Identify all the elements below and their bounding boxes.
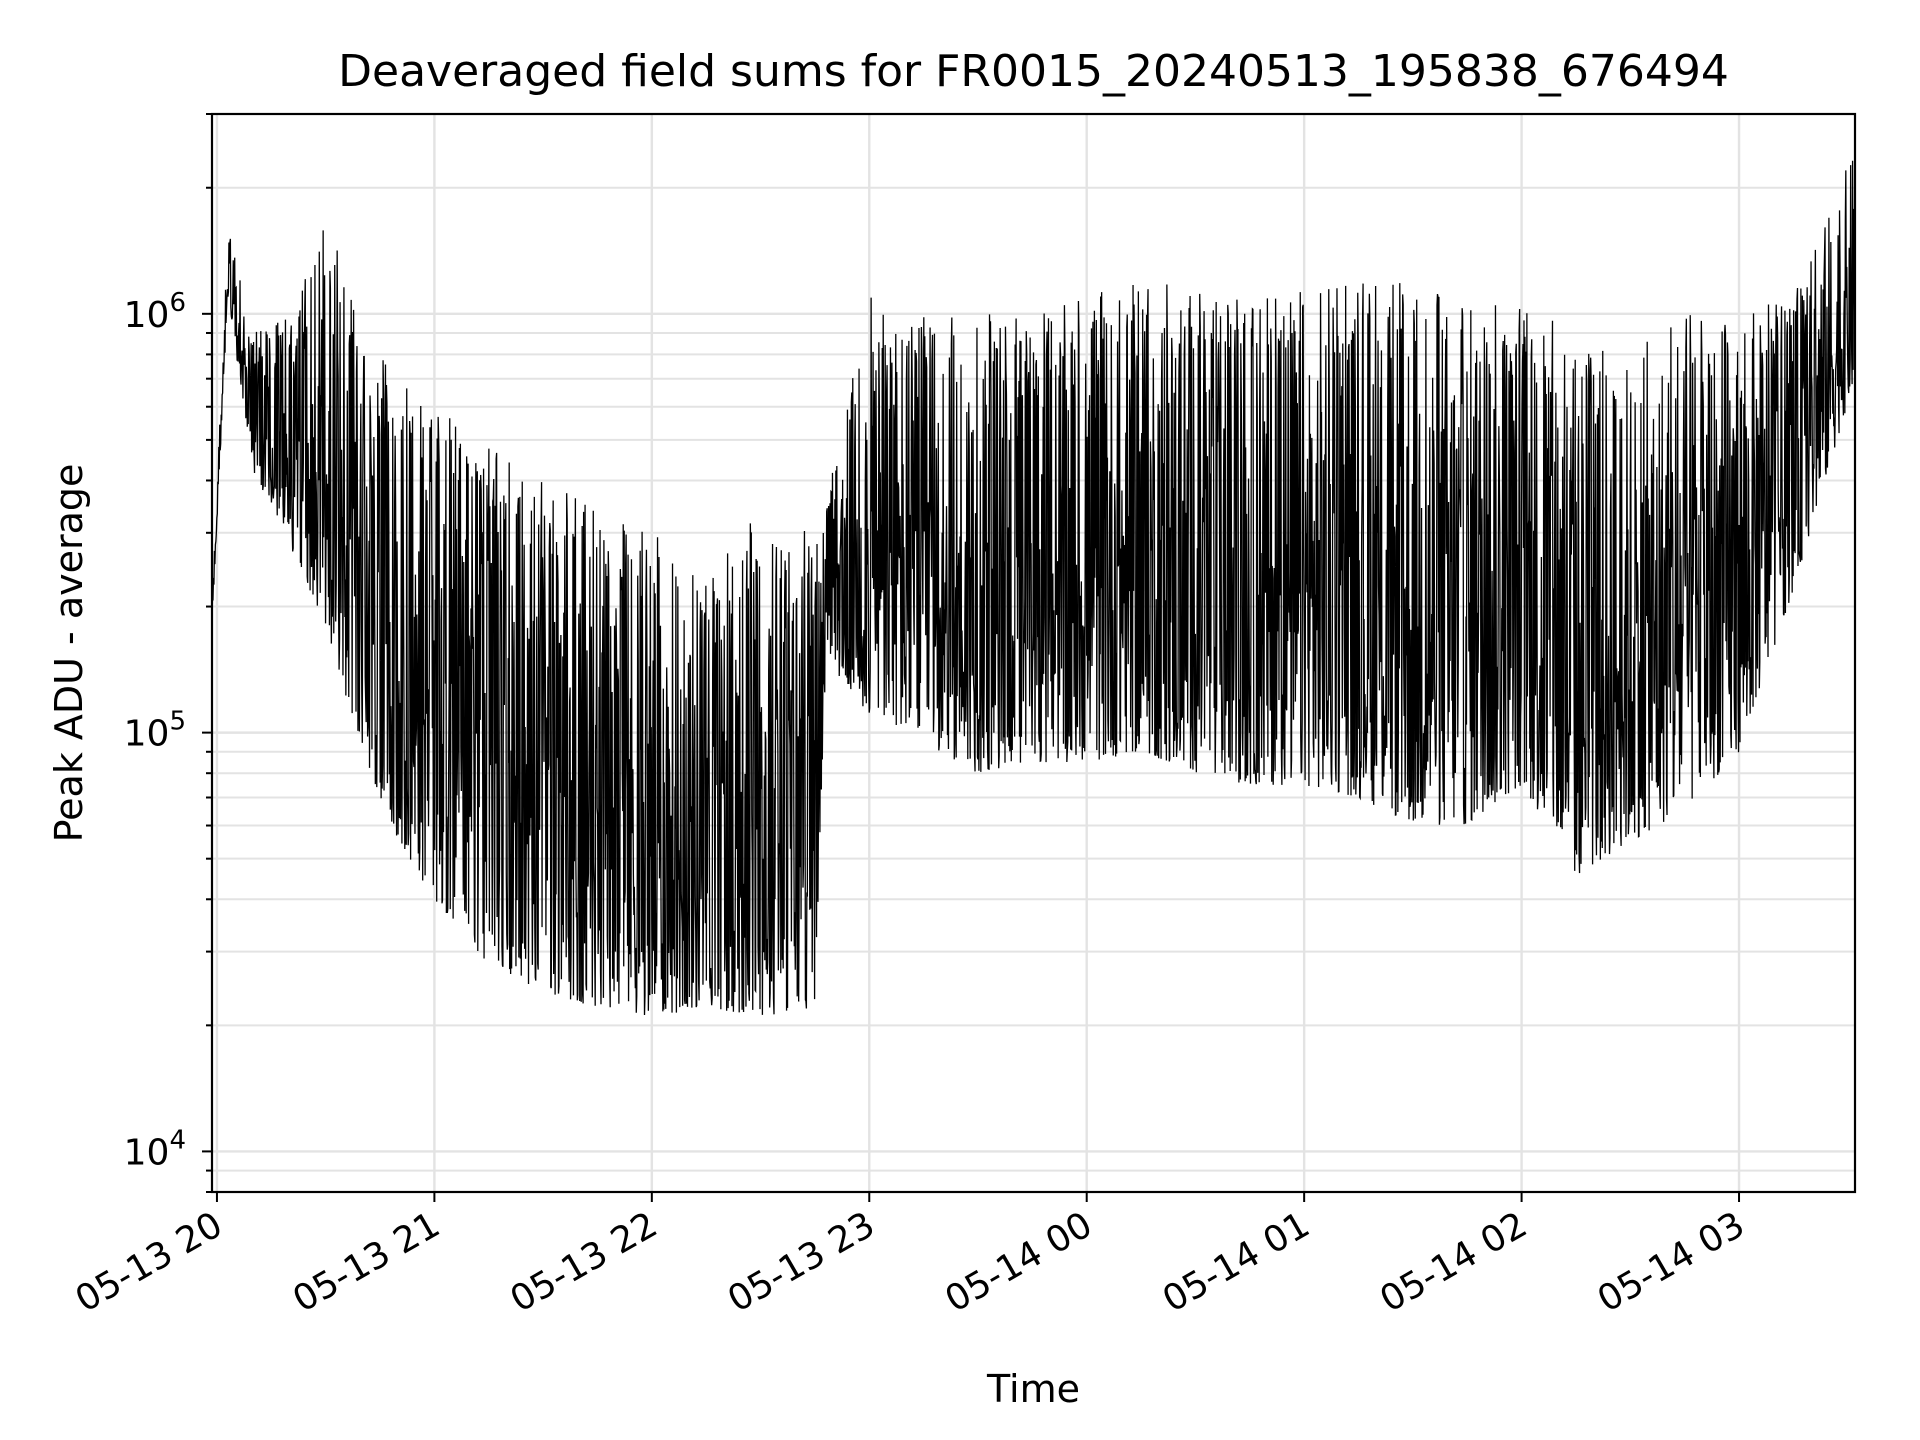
axes-frame <box>210 112 1857 1194</box>
y-tick-label: 105 <box>124 707 186 755</box>
y-tick-label: 106 <box>124 288 186 336</box>
x-tick-label: 05-13 22 <box>504 1204 665 1320</box>
x-tick-label: 05-14 01 <box>1156 1204 1317 1320</box>
x-tick-label: 05-14 00 <box>939 1204 1100 1320</box>
x-tick-label: 05-13 20 <box>69 1204 230 1320</box>
series-line <box>211 160 1856 1015</box>
x-axis-label: Time <box>986 1367 1080 1411</box>
ticks: 05-13 20 05-13 21 05-13 22 05-13 23 05-14 00… <box>69 113 1752 1321</box>
y-axis-label: Peak ADU - average <box>47 464 91 843</box>
x-tick-label: 05-14 03 <box>1591 1204 1752 1320</box>
plot-area <box>211 160 1856 1015</box>
x-tick-label: 05-13 21 <box>286 1204 447 1320</box>
y-tick-label: 104 <box>124 1125 186 1173</box>
x-tick-label: 05-13 23 <box>721 1204 882 1320</box>
chart-title: Deaveraged field sums for FR0015_2024051… <box>338 46 1729 97</box>
x-tick-label: 05-14 02 <box>1373 1204 1534 1320</box>
